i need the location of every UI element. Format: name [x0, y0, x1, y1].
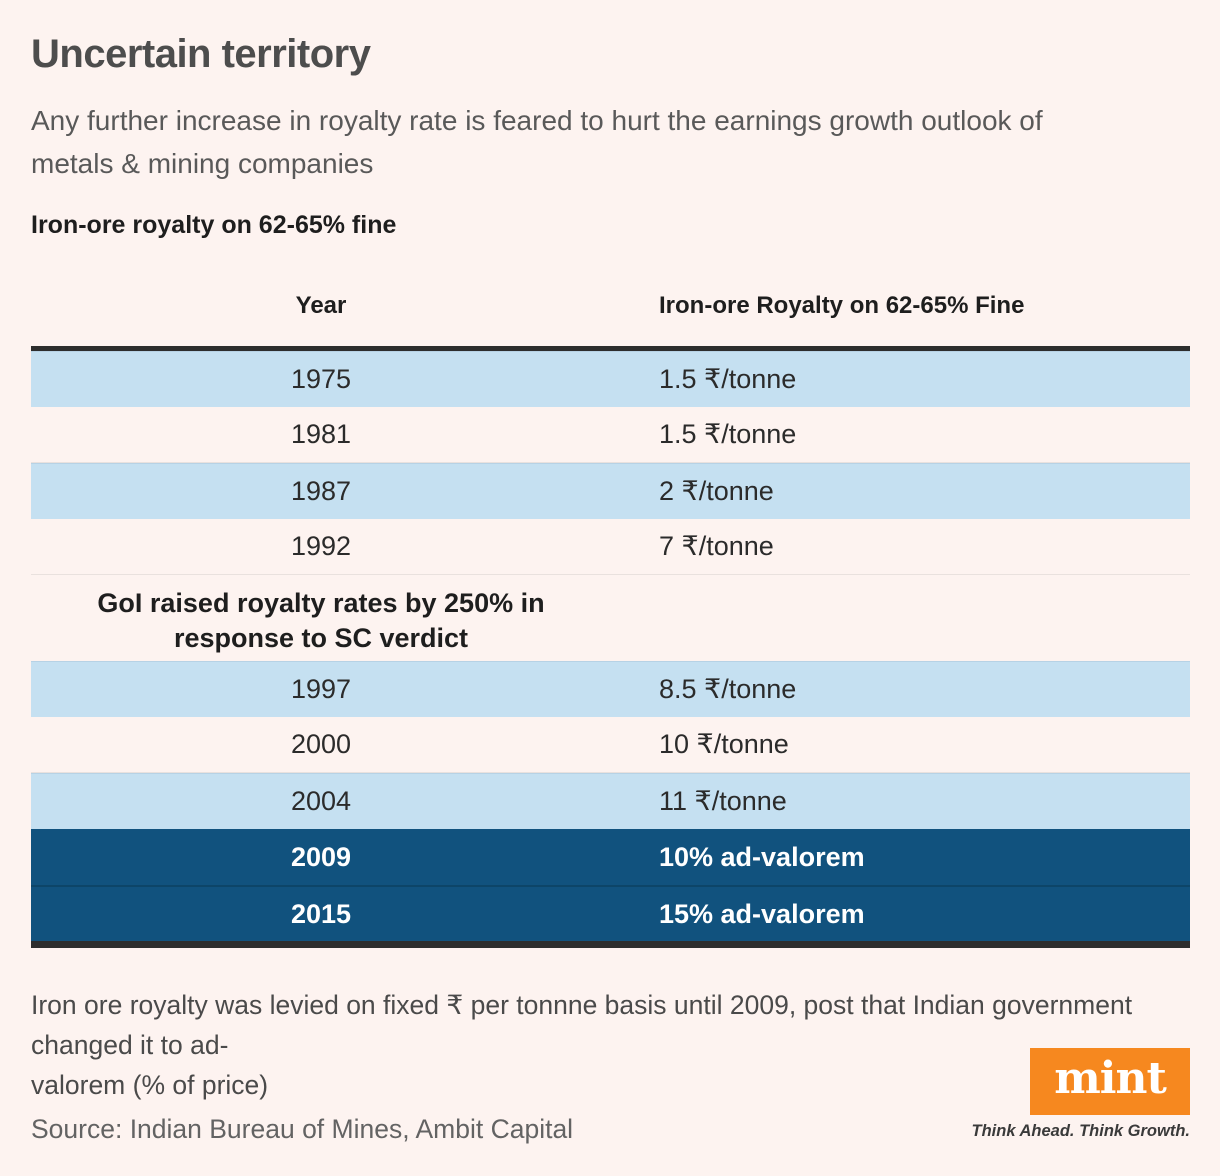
- royalty-cell: 1.5 ₹/tonne: [659, 419, 797, 450]
- page-subtitle: Any further increase in royalty rate is …: [31, 100, 1190, 185]
- footnote-line: valorem (% of price): [31, 1069, 269, 1100]
- subtitle-line: metals & mining companies: [31, 147, 374, 179]
- annotation-line: response to SC verdict: [173, 623, 469, 654]
- year-cell: 2004: [290, 786, 352, 817]
- royalty-cell: 10 ₹/tonne: [659, 729, 789, 760]
- year-cell: 2009: [290, 841, 352, 872]
- table-row-highlighted: 2015 15% ad-valorem: [31, 885, 1190, 942]
- column-header-year: Year: [295, 292, 347, 320]
- year-cell: 1992: [290, 531, 352, 562]
- section-heading: Iron-ore royalty on 62-65% fine: [31, 211, 397, 240]
- footnote-line: Iron ore royalty was levied on fixed ₹ p…: [31, 990, 1133, 1060]
- royalty-cell: 8.5 ₹/tonne: [659, 674, 797, 705]
- year-cell: 1981: [290, 419, 352, 450]
- page-title: Uncertain territory: [31, 32, 371, 76]
- footnote: Iron ore royalty was levied on fixed ₹ p…: [31, 986, 1190, 1105]
- table-row: 1975 1.5 ₹/tonne: [31, 351, 1190, 408]
- table-row: 2000 10 ₹/tonne: [31, 717, 1190, 774]
- annotation-line: GoI raised royalty rates by 250% in: [97, 588, 545, 619]
- year-cell: 1975: [290, 364, 352, 395]
- royalty-cell: 15% ad-valorem: [659, 898, 865, 929]
- table-row: 1992 7 ₹/tonne: [31, 519, 1190, 576]
- table-row: 1987 2 ₹/tonne: [31, 463, 1190, 520]
- royalty-cell: 1.5 ₹/tonne: [659, 364, 797, 395]
- table-header-row: Year Iron-ore Royalty on 62-65% Fine: [31, 292, 1190, 320]
- source-credit: Source: Indian Bureau of Mines, Ambit Ca…: [31, 1114, 574, 1144]
- year-cell: 1997: [290, 674, 352, 705]
- table-row-highlighted: 2009 10% ad-valorem: [31, 829, 1190, 886]
- table-row: 1997 8.5 ₹/tonne: [31, 661, 1190, 718]
- year-cell: 1987: [290, 476, 352, 507]
- column-header-royalty: Iron-ore Royalty on 62-65% Fine: [659, 292, 1025, 320]
- subtitle-line: Any further increase in royalty rate is …: [31, 105, 1043, 136]
- table-top-rule: [31, 346, 1190, 352]
- brand-tagline: Think Ahead. Think Growth.: [971, 1122, 1190, 1140]
- royalty-cell: 11 ₹/tonne: [659, 786, 787, 817]
- year-cell: 2015: [290, 898, 352, 929]
- royalty-table: 1975 1.5 ₹/tonne 1981 1.5 ₹/tonne 1987 2…: [31, 351, 1190, 949]
- year-cell: 2000: [290, 729, 352, 760]
- table-bottom-rule: [31, 941, 1190, 949]
- mint-logo-text: mint: [1054, 1052, 1167, 1104]
- table-row: 1981 1.5 ₹/tonne: [31, 407, 1190, 464]
- mint-logo: mint: [1030, 1048, 1190, 1115]
- royalty-cell: 7 ₹/tonne: [659, 531, 774, 562]
- table-annotation: GoI raised royalty rates by 250% in resp…: [31, 575, 611, 661]
- royalty-cell: 2 ₹/tonne: [659, 476, 774, 507]
- royalty-cell: 10% ad-valorem: [659, 841, 865, 872]
- table-row: 2004 11 ₹/tonne: [31, 773, 1190, 830]
